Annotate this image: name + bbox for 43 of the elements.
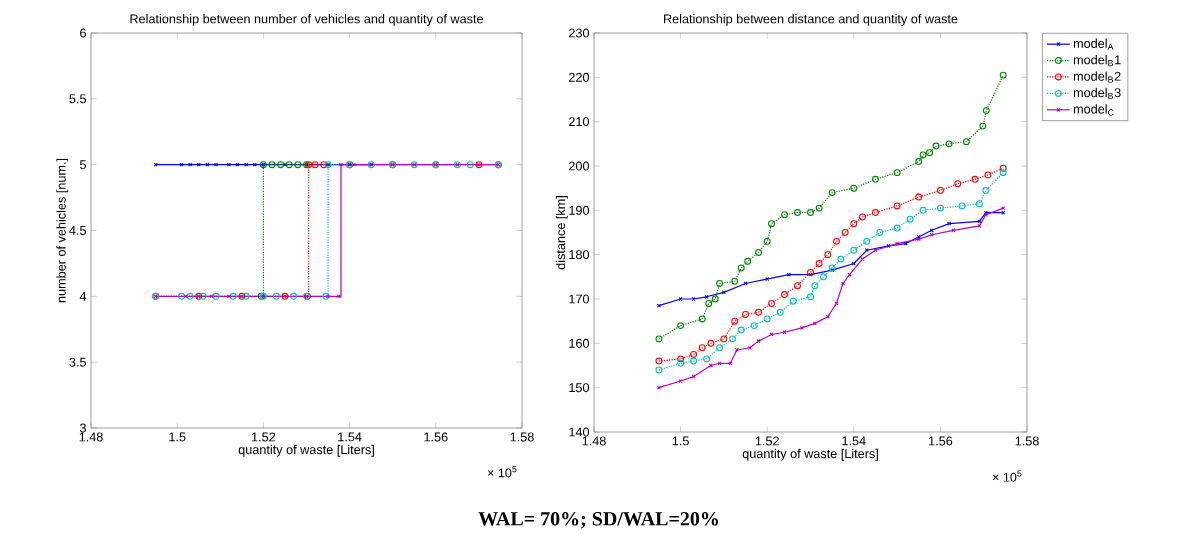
x-tick-label: 1.58 xyxy=(1015,436,1039,446)
x-axis-title: quantity of waste [Liters] xyxy=(742,448,878,461)
y-tick-label: 6 xyxy=(80,28,86,38)
y-tick-label: 190 xyxy=(569,205,590,215)
y-tick-label: 170 xyxy=(569,294,590,304)
y-tick-label: 220 xyxy=(569,72,590,82)
x-axis-title: quantity of waste [Liters] xyxy=(238,444,374,457)
y-tick-label: 200 xyxy=(569,161,590,171)
x-tick-label: 1.54 xyxy=(842,436,866,446)
legend-label: model$_{A}$ xyxy=(1073,38,1114,50)
chart-title: Relationship between number of vehicles and quantity of waste xyxy=(130,14,483,26)
y-tick-label: 230 xyxy=(569,28,590,38)
legend-label: model$_{C}$ xyxy=(1073,104,1114,116)
y-tick-label: 160 xyxy=(569,338,590,348)
y-axis-title: distance [km] xyxy=(555,196,568,270)
x-tick-label: 1.5 xyxy=(169,432,186,442)
x-tick-label: 1.48 xyxy=(79,432,103,442)
y-tick-label: 5 xyxy=(79,160,86,170)
text: WAL= 70%; SD/WAL=20% xyxy=(478,512,718,529)
x-tick-label: 1.56 xyxy=(929,436,953,446)
y-tick-label: 150 xyxy=(569,383,590,393)
legend-label: model$_{B}$3 xyxy=(1073,87,1121,99)
text: × 10$^{5}$ xyxy=(487,466,517,478)
text: × 10$^{5}$ xyxy=(992,470,1022,482)
y-tick-label: 3 xyxy=(79,423,86,433)
chart-title: Relationship between distance and quantity of waste xyxy=(664,14,958,26)
x-tick-label: 1.52 xyxy=(252,432,276,442)
x-tick-label: 1.58 xyxy=(510,432,534,442)
x-tick-label: 1.5 xyxy=(672,436,689,446)
y-tick-label: 3.5 xyxy=(69,357,86,367)
x-tick-label: 1.54 xyxy=(338,432,362,442)
y-tick-label: 140 xyxy=(569,427,590,437)
y-axis-title: number of vehicles [num.] xyxy=(56,158,69,303)
y-tick-label: 5.5 xyxy=(69,94,86,104)
legend-label: model$_{B}$1 xyxy=(1073,55,1121,67)
y-tick-label: 210 xyxy=(569,117,590,127)
y-tick-label: 180 xyxy=(569,250,590,260)
x-tick-label: 1.48 xyxy=(582,436,606,446)
y-tick-label: 4.5 xyxy=(69,226,86,235)
y-tick-label: 4 xyxy=(79,291,87,301)
x-tick-label: 1.56 xyxy=(424,432,448,442)
legend-label: model$_{B}$2 xyxy=(1073,71,1121,83)
x-tick-label: 1.52 xyxy=(755,436,779,446)
